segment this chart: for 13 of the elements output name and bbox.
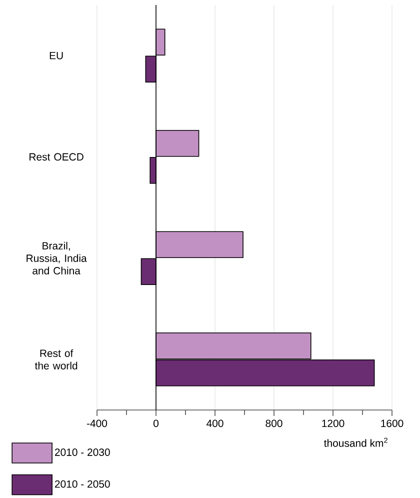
legend-label: 2010 - 2050 — [55, 480, 110, 488]
x-tick-label: 1600 — [381, 420, 404, 428]
x-axis-title: thousand km$^{2}$ — [324, 438, 388, 447]
x-tick-label: 1200 — [322, 420, 344, 428]
x-tick-label: 400 — [206, 420, 224, 428]
y-tick-label: Rest of the world — [34, 349, 78, 370]
y-tick-label: EU — [50, 52, 63, 60]
x-tick-label: 800 — [266, 420, 282, 428]
legend-label: 2010 - 2030 — [55, 448, 110, 456]
y-tick-label: Brazil, Russia, India and China — [26, 242, 87, 274]
x-tick-label: -400 — [87, 420, 108, 428]
x-tick-label: 0 — [154, 420, 158, 428]
y-tick-label: Rest OECD — [30, 153, 84, 161]
